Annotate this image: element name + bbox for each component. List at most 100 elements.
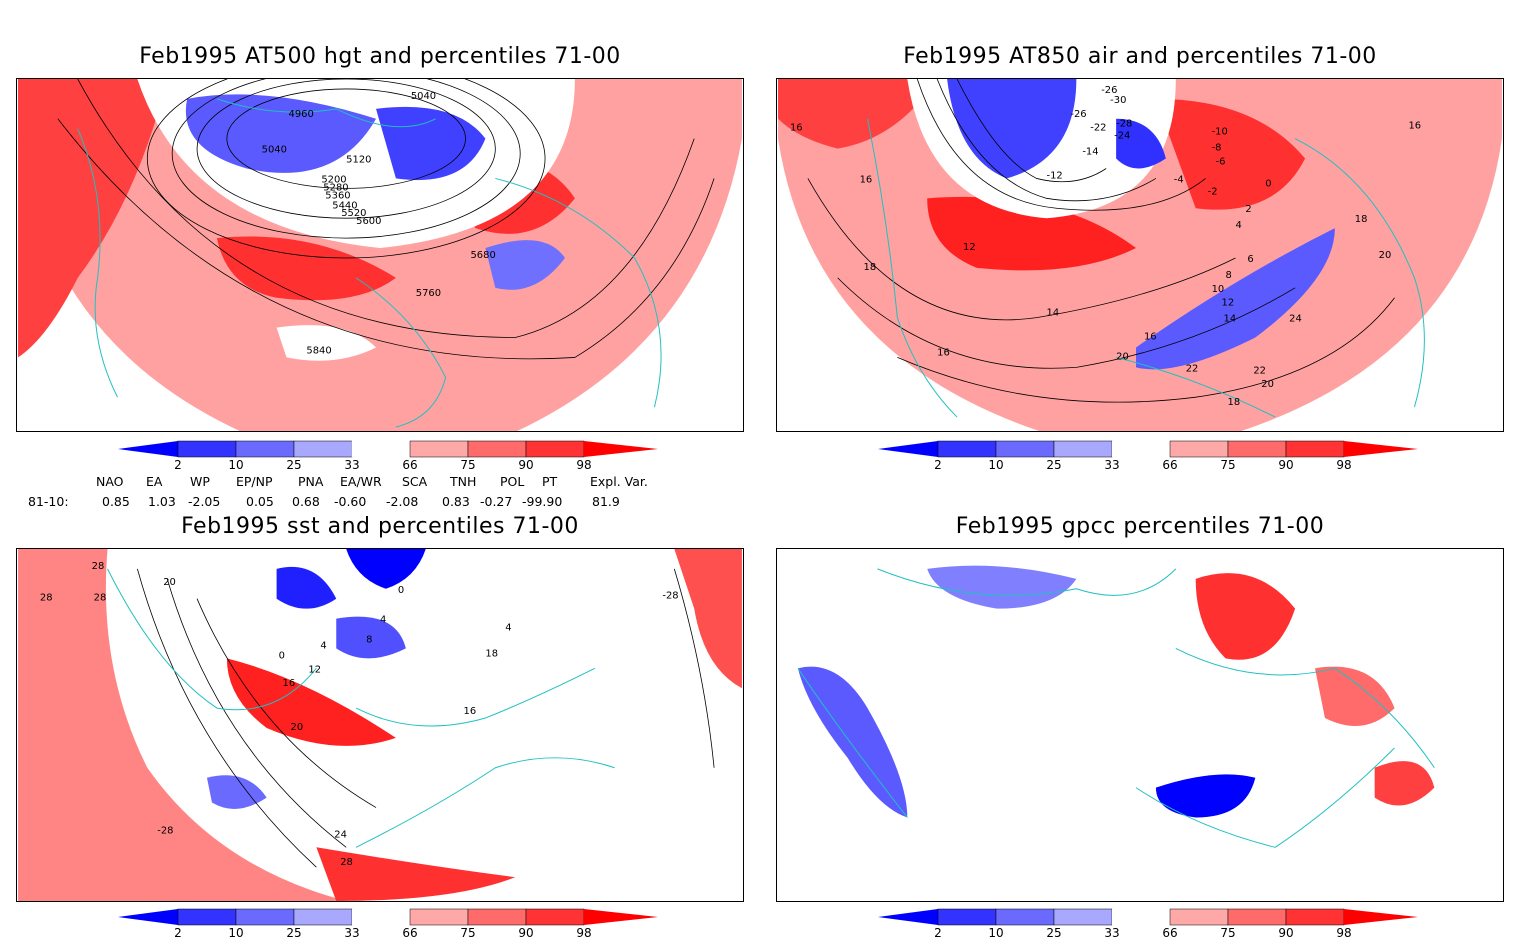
contour-label: 20 [1261, 379, 1274, 390]
contour-label: 24 [334, 829, 347, 840]
map-hgt500-svg: 5040 4960 5040 5120 5200 5280 5360 5440 … [18, 79, 742, 431]
colorbar-tick: 90 [1278, 926, 1294, 940]
contour-label: 2 [1245, 204, 1251, 215]
anomaly-red-2 [226, 658, 396, 746]
contour-label: 5040 [411, 91, 436, 102]
colorbar-segment [1053, 440, 1113, 458]
colorbar-tick: 98 [576, 926, 592, 940]
contour-label: 5680 [470, 250, 495, 261]
projection-fan [18, 549, 742, 901]
colorbar-tick: 10 [988, 926, 1004, 940]
colorbar-tick: 25 [286, 926, 302, 940]
panel-title-hgt500: Feb1995 AT500 hgt and percentiles 71-00 [139, 44, 621, 69]
colorbar-segment [1053, 908, 1113, 926]
colorbar-segment [467, 908, 527, 926]
contour-label: -26 [1101, 85, 1117, 96]
colorbar-air850: 2 10 25 33 66 75 90 98 [878, 440, 1418, 474]
anomaly-blue-2 [336, 616, 406, 659]
contour-label: 10 [1212, 284, 1225, 295]
colorbar-segment [937, 908, 997, 926]
colorbar-segment [351, 440, 411, 458]
colorbar-tick: 98 [1336, 458, 1352, 472]
anomaly-blue-3 [1136, 228, 1335, 370]
coastlines [107, 568, 615, 848]
map-sst-svg: 28 28 28 20 0 4 4 8 0 12 16 20 24 28 -28… [18, 549, 742, 901]
colorbar-segment [878, 909, 938, 925]
anomaly-blue-1 [797, 666, 908, 818]
colorbar-segment [1112, 909, 1170, 925]
contour-label: 12 [1222, 298, 1235, 309]
contour-label: 18 [1355, 214, 1368, 225]
anomaly-red-2 [927, 196, 1137, 271]
colorbar-segment [1285, 440, 1345, 458]
map-air850: -26 -30 -26 -22 -28 -24 -14 -12 -10 -8 -… [776, 78, 1504, 432]
coastlines [867, 118, 1425, 418]
contour-label: 0 [1265, 178, 1271, 189]
anomaly-red-4 [674, 549, 742, 689]
colorbar-segment [467, 440, 527, 458]
contour-label: -2 [1208, 186, 1218, 197]
contour-label: -26 [1070, 109, 1086, 120]
contour-label: 6 [1247, 254, 1253, 265]
colorbar-tick: 2 [174, 458, 182, 472]
anomaly-blue-3 [206, 775, 267, 809]
colorbar-segment [409, 440, 469, 458]
map-air850-svg: -26 -30 -26 -22 -28 -24 -14 -12 -10 -8 -… [778, 79, 1502, 431]
colorbar-tick: 90 [1278, 458, 1294, 472]
index-header: Expl. Var. [590, 474, 648, 489]
colorbar-segment [118, 909, 178, 925]
colorbar-tick: 25 [286, 458, 302, 472]
contour-label: -4 [1174, 174, 1184, 185]
index-header: POL [500, 474, 525, 489]
colorbar-segment [584, 909, 658, 925]
contour-label: 28 [340, 857, 353, 868]
colorbar-tick: 33 [344, 926, 360, 940]
colorbar-tick: 90 [518, 458, 534, 472]
contour-label: 22 [1186, 363, 1199, 374]
coastlines [77, 98, 662, 428]
colorbar-tick: 75 [460, 926, 476, 940]
index-value: 0.85 [102, 494, 130, 509]
contour-label: 18 [864, 262, 877, 273]
index-value: 0.83 [442, 494, 470, 509]
colorbar-segment [1344, 441, 1418, 457]
contour-label: 14 [1047, 308, 1060, 319]
colorbar-svg [118, 908, 658, 926]
contour-label: 16 [464, 706, 477, 717]
contour-label: 12 [308, 664, 321, 675]
contour-label: 22 [1253, 365, 1266, 376]
colorbar-svg [878, 908, 1418, 926]
contour-label: 5360 [325, 190, 350, 201]
index-value: -2.05 [188, 494, 221, 509]
anomaly-blue-2 [1116, 118, 1166, 169]
contour-label: 28 [94, 593, 107, 604]
colorbar-tick: 10 [228, 458, 244, 472]
index-header: WP [190, 474, 210, 489]
anomaly-white-2 [276, 325, 377, 361]
colorbar-segment [409, 908, 469, 926]
colorbar-segment [1112, 441, 1170, 457]
colorbar-tick: 2 [174, 926, 182, 940]
colorbar-tick: 66 [402, 926, 418, 940]
colorbar-segment [177, 440, 237, 458]
contour-label: 5120 [346, 155, 371, 166]
contour-label: 0 [279, 650, 285, 661]
index-header: EA/WR [340, 474, 382, 489]
colorbar-tick: 10 [988, 458, 1004, 472]
colorbar-tick: 2 [934, 458, 942, 472]
contour-label: -28 [157, 825, 173, 836]
index-row-label: 81-10: [28, 494, 69, 509]
colorbar-segment [584, 441, 658, 457]
colorbar-tick: 2 [934, 926, 942, 940]
contour-label: 16 [1408, 121, 1421, 132]
contour-label: 16 [860, 174, 873, 185]
anomaly-red-2 [216, 236, 396, 301]
anomaly-red-1 [18, 79, 168, 358]
colorbar-ticks: 2 10 25 33 66 75 90 98 [878, 926, 1418, 940]
colorbar-tick: 75 [1220, 458, 1236, 472]
panel-title-gpcc: Feb1995 gpcc percentiles 71-00 [955, 514, 1325, 539]
index-header: PNA [298, 474, 324, 489]
index-value: 81.9 [592, 494, 620, 509]
contour-label: 4 [505, 623, 511, 634]
anomaly-blue-1 [185, 94, 377, 173]
